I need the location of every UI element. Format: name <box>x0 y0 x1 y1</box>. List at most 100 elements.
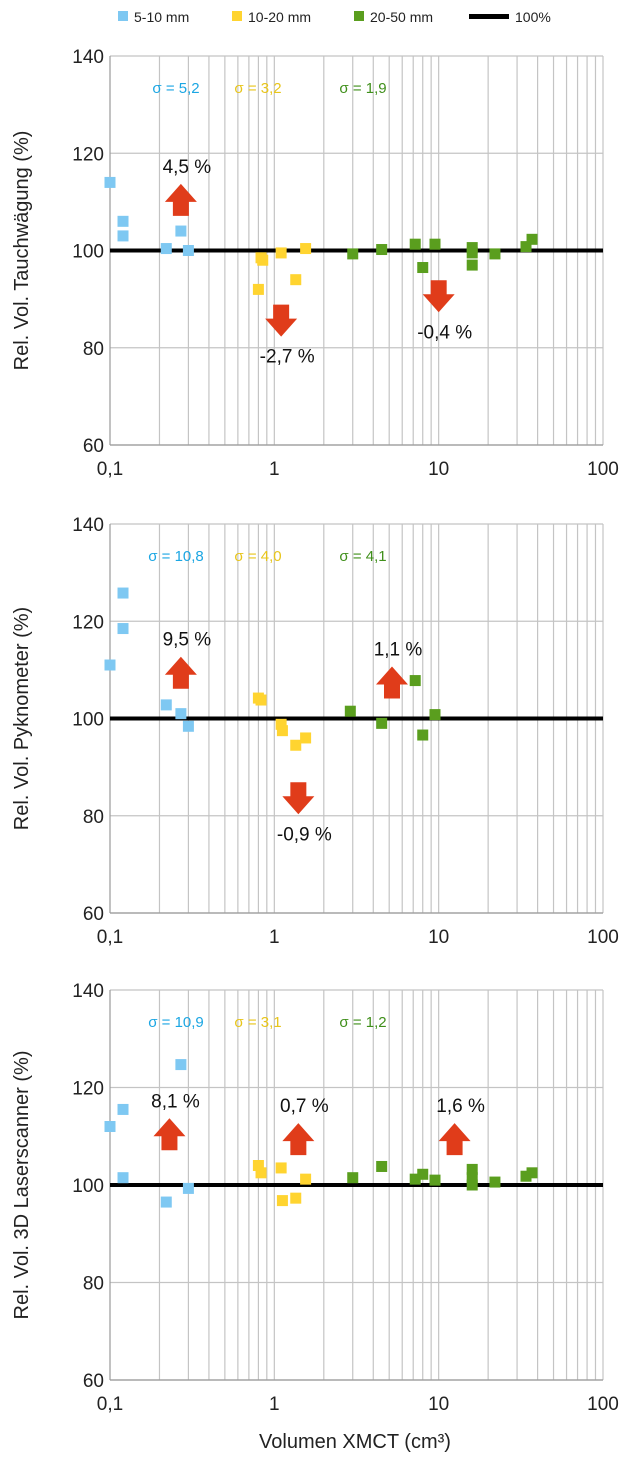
sigma-label: σ = 10,9 <box>148 1014 204 1031</box>
x-axis-label: Volumen XMCT (cm³) <box>259 1431 451 1453</box>
y-axis-label: Rel. Vol. Tauchwägung (%) <box>11 131 33 371</box>
data-point <box>429 1174 441 1186</box>
sigma-label: σ = 4,1 <box>339 548 386 565</box>
legend-label: 5-10 mm <box>134 9 189 25</box>
data-point <box>489 1176 501 1188</box>
annotation-label: 4,5 % <box>163 157 212 178</box>
annotation-label: 0,7 % <box>280 1096 329 1117</box>
data-point <box>300 732 312 744</box>
legend-marker-0 <box>118 11 128 21</box>
arrow-up-icon <box>164 183 197 216</box>
data-point <box>182 1182 194 1194</box>
data-point <box>409 675 421 687</box>
arrow-up-icon <box>164 656 197 689</box>
data-point <box>429 238 441 250</box>
data-point <box>466 1172 478 1184</box>
data-point <box>429 709 441 721</box>
data-point <box>417 1168 429 1180</box>
data-point <box>489 248 501 260</box>
data-point <box>344 705 356 717</box>
x-tick-label: 1 <box>269 459 280 480</box>
data-point <box>526 1167 538 1179</box>
sigma-label: σ = 1,9 <box>339 80 386 97</box>
sigma-label: σ = 3,2 <box>234 80 281 97</box>
sigma-label: σ = 1,2 <box>339 1014 386 1031</box>
x-tick-label: 0,1 <box>97 1394 123 1415</box>
legend-label: 20-50 mm <box>370 9 433 25</box>
annotation-label: -0,4 % <box>417 322 472 343</box>
arrow-down-icon <box>422 280 455 313</box>
legend: 5-10 mm 10-20 mm 20-50 mm 100% <box>118 9 551 25</box>
y-tick-label: 140 <box>72 515 104 536</box>
x-tick-label: 0,1 <box>97 459 123 480</box>
y-tick-label: 60 <box>83 436 104 457</box>
data-point <box>300 1173 312 1185</box>
arrow-up-icon <box>438 1123 471 1156</box>
x-tick-label: 10 <box>428 1394 449 1415</box>
data-point <box>275 718 287 730</box>
data-point <box>257 254 269 266</box>
y-axis-label: Rel. Vol. 3D Laserscanner (%) <box>11 1050 33 1319</box>
data-point <box>104 659 116 671</box>
annotation-label: 1,6 % <box>436 1096 485 1117</box>
y-tick-label: 100 <box>72 710 104 731</box>
data-point <box>466 1163 478 1175</box>
data-point <box>520 1170 532 1182</box>
data-point <box>520 241 532 253</box>
data-point <box>182 245 194 256</box>
data-point <box>376 717 388 729</box>
data-point <box>526 233 538 245</box>
data-point <box>117 1172 129 1184</box>
annotation-label: 1,1 % <box>374 639 423 660</box>
sigma-label: σ = 5,2 <box>152 80 199 97</box>
arrow-down-icon <box>265 304 298 337</box>
data-point <box>252 1160 264 1171</box>
legend-line-reference <box>469 14 509 19</box>
annotation-label: -2,7 % <box>260 347 315 368</box>
data-point <box>175 708 187 720</box>
data-point <box>252 283 264 295</box>
data-point <box>466 247 478 259</box>
data-point <box>290 274 302 286</box>
x-tick-label: 100 <box>587 1394 619 1415</box>
legend-label: 100% <box>515 9 551 25</box>
data-point <box>160 1196 172 1208</box>
arrow-up-icon <box>375 666 408 699</box>
arrow-up-icon <box>153 1118 186 1151</box>
data-point <box>409 1173 421 1185</box>
sigma-label: σ = 4,0 <box>234 548 281 565</box>
data-point <box>104 176 116 188</box>
data-point <box>275 247 287 259</box>
y-tick-label: 60 <box>83 1371 104 1392</box>
y-tick-label: 100 <box>72 242 104 263</box>
y-tick-label: 120 <box>72 1079 104 1100</box>
data-point <box>117 230 129 242</box>
data-point <box>276 1195 288 1207</box>
chart-panels: 60 80 100 120 140 0,1 1 10 100 Rel. Vol. Tauchwäg… <box>11 47 619 1415</box>
data-point <box>175 1059 187 1071</box>
data-point <box>117 623 129 635</box>
y-tick-label: 140 <box>72 47 104 68</box>
arrow-up-icon <box>282 1123 315 1156</box>
x-tick-label: 1 <box>269 927 280 948</box>
y-tick-label: 80 <box>83 807 104 828</box>
y-axis-label: Rel. Vol. Pyknometer (%) <box>11 607 33 830</box>
x-tick-label: 100 <box>587 459 619 480</box>
chart-panel-3: 60 80 100 120 140 0,1 1 10 100 Rel. Vol. 3D Laser… <box>11 981 619 1415</box>
data-point <box>160 699 172 711</box>
annotation-label: 8,1 % <box>151 1091 200 1112</box>
y-tick-label: 100 <box>72 1176 104 1197</box>
x-tick-label: 100 <box>587 927 619 948</box>
data-point <box>117 587 129 599</box>
data-point <box>276 725 288 737</box>
data-point <box>376 244 388 256</box>
legend-marker-2 <box>354 11 364 21</box>
x-tick-label: 0,1 <box>97 927 123 948</box>
annotation-label: 9,5 % <box>163 630 212 651</box>
sigma-label: σ = 10,8 <box>148 548 204 565</box>
chart-panel-1: 60 80 100 120 140 0,1 1 10 100 Rel. Vol. Tauchwäg… <box>11 47 619 480</box>
data-point <box>417 262 429 274</box>
y-tick-label: 80 <box>83 1274 104 1295</box>
chart-panel-2: 60 80 100 120 140 0,1 1 10 100 Rel. Vol. Pyknomet… <box>11 515 619 948</box>
data-point <box>290 739 302 751</box>
